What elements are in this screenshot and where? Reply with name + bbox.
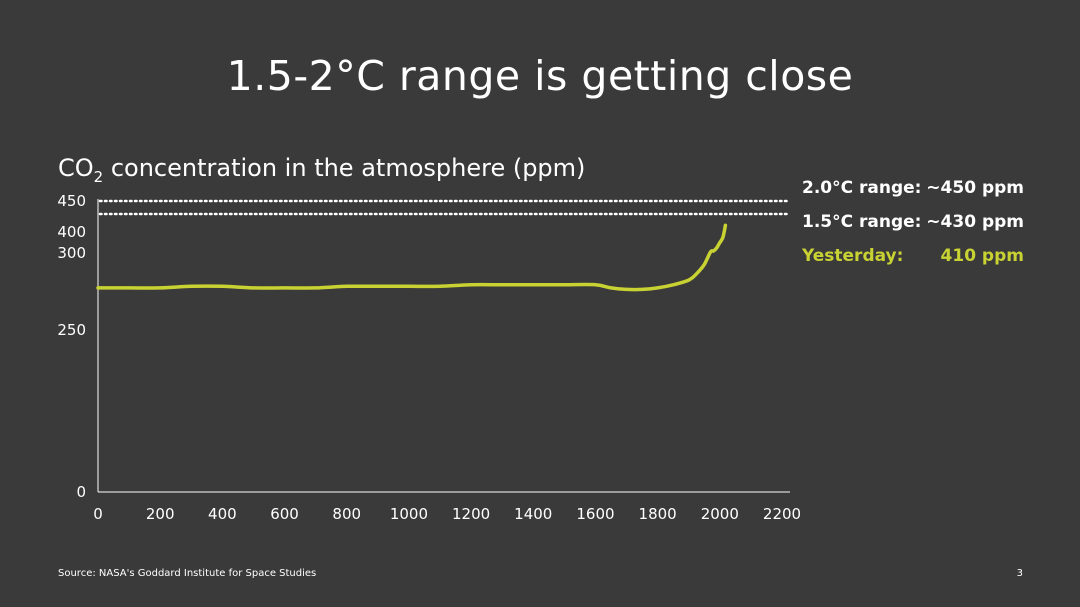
y-tick-label: 450 [57,192,86,210]
legend-row-2c: 2.0°C range: ~450 ppm [802,178,1042,212]
source-note: Source: NASA's Goddard Institute for Spa… [58,568,317,579]
legend-label: Yesterday: [802,246,904,266]
legend-label: 1.5°C range: [802,212,922,232]
x-tick-label: 1200 [452,505,490,523]
x-tick-label: 1400 [514,505,552,523]
legend-row-1-5c: 1.5°C range: ~430 ppm [802,212,1042,246]
x-tick-label: 2000 [701,505,739,523]
x-tick-label: 0 [93,505,103,523]
x-tick-label: 600 [270,505,299,523]
co2-series-line [96,223,728,292]
page-number: 3 [1016,568,1023,579]
y-tick-label: 0 [76,483,86,501]
legend: 2.0°C range: ~450 ppm 1.5°C range: ~430 … [802,178,1042,280]
legend-value: 410 ppm [940,246,1024,266]
chart-title-prefix: CO [58,154,94,182]
legend-value: ~450 ppm [926,178,1024,198]
x-tick-label: 1600 [576,505,614,523]
slide-title: 1.5-2°C range is getting close [226,52,854,100]
legend-row-yesterday: Yesterday: 410 ppm [802,246,1042,280]
x-tick-label: 1800 [639,505,677,523]
x-tick-label: 400 [208,505,237,523]
x-tick-label: 800 [332,505,361,523]
y-tick-label: 300 [57,244,86,262]
y-tick-label: 400 [57,223,86,241]
y-tick-label: 250 [57,321,86,339]
x-tick-label: 200 [146,505,175,523]
x-tick-label: 1000 [390,505,428,523]
chart-title-suffix: concentration in the atmosphere (ppm) [103,154,586,182]
chart-title: CO2 concentration in the atmosphere (ppm… [58,154,585,186]
legend-value: ~430 ppm [926,212,1024,232]
legend-label: 2.0°C range: [802,178,922,198]
chart-title-subscript: 2 [93,168,104,186]
x-tick-label: 2200 [763,505,801,523]
